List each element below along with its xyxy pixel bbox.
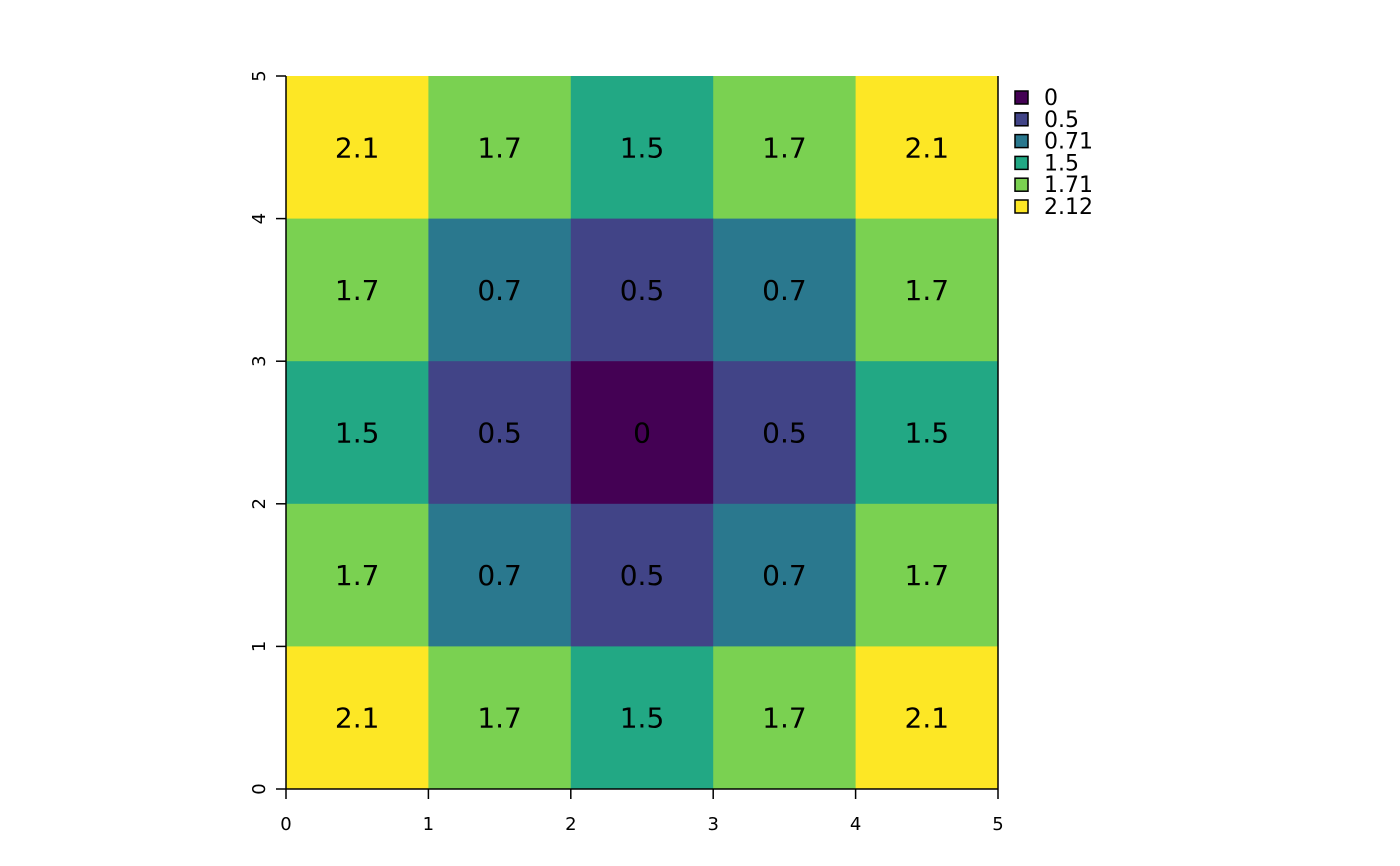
heatmap-cell: [428, 361, 572, 505]
x-tick-label: 2: [565, 814, 576, 835]
cell-value-label: 0: [633, 417, 651, 450]
cell-value-label: 1.7: [762, 131, 807, 164]
y-tick-label: 0: [249, 783, 270, 794]
legend-label: 0: [1044, 86, 1058, 111]
legend-label: 1.71: [1044, 173, 1093, 198]
heatmap-cell: [428, 503, 572, 647]
heatmap-cell: [428, 646, 572, 790]
cell-value-label: 0.5: [477, 417, 522, 450]
cell-value-label: 1.7: [905, 559, 950, 592]
legend-swatch: [1014, 199, 1029, 214]
cell-value-label: 1.5: [905, 417, 950, 450]
heatmap-cell-labels: 2.1 1.7 1.5 1.7 2.1 1.7 0.7 0.5 0.7 1.7 1.5 0.5 0 0.5…: [335, 131, 949, 734]
cell-value-label: 2.1: [905, 702, 950, 735]
heatmap-cell: [570, 361, 714, 505]
heatmap-cell: [713, 218, 857, 362]
heatmap-cell: [428, 76, 572, 220]
cell-value-label: 0.7: [477, 274, 522, 307]
cell-value-label: 1.7: [335, 559, 380, 592]
cell-value-label: 1.7: [762, 702, 807, 735]
cell-value-label: 1.5: [620, 131, 665, 164]
legend-label: 0.71: [1044, 130, 1093, 155]
heatmap-cell: [713, 646, 857, 790]
cell-value-label: 2.1: [905, 131, 950, 164]
heatmap-cell: [286, 218, 429, 362]
heatmap-cell: [713, 361, 857, 505]
cell-value-label: 0.7: [762, 559, 807, 592]
y-tick-label: 2: [249, 498, 270, 509]
cell-value-label: 2.1: [335, 131, 380, 164]
cell-value-label: 1.7: [477, 131, 522, 164]
heatmap-cell: [855, 646, 999, 790]
heatmap-cell: [570, 503, 714, 647]
heatmap-cell: [855, 503, 999, 647]
heatmap-cell: [286, 503, 429, 647]
legend-label: 0.5: [1044, 108, 1079, 133]
x-tick-label: 4: [850, 814, 861, 835]
heatmap-cell: [855, 218, 999, 362]
cell-value-label: 1.7: [477, 702, 522, 735]
legend-label: 1.5: [1044, 151, 1079, 176]
legend-swatch: [1014, 112, 1029, 127]
cell-value-label: 1.5: [335, 417, 380, 450]
heatmap-cell: [286, 361, 429, 505]
cell-value-label: 1.5: [620, 702, 665, 735]
y-tick-label: 5: [249, 70, 270, 81]
cell-value-label: 1.7: [905, 274, 950, 307]
y-tick-label: 3: [249, 355, 270, 366]
legend-swatch: [1014, 177, 1029, 192]
heatmap-cell: [713, 76, 857, 220]
cell-value-label: 0.7: [477, 559, 522, 592]
heatmap-cell: [286, 646, 429, 790]
x-tick-label: 1: [423, 814, 434, 835]
cell-value-label: 1.7: [335, 274, 380, 307]
x-tick-label: 0: [280, 814, 291, 835]
heatmap-cell: [713, 503, 857, 647]
cell-value-label: 2.1: [335, 702, 380, 735]
cell-value-label: 0.5: [620, 274, 665, 307]
heatmap-cell: [570, 646, 714, 790]
legend-label: 2.12: [1044, 195, 1093, 220]
axes: 0 1 2 3 4 5 0 1 2 3 4 5: [249, 70, 1004, 835]
y-tick-label: 4: [249, 213, 270, 224]
cell-value-label: 0.5: [762, 417, 807, 450]
cell-value-label: 0.7: [762, 274, 807, 307]
x-tick-label: 5: [992, 814, 1003, 835]
heatmap-cell: [570, 76, 714, 220]
heatmap-cell: [855, 76, 999, 220]
x-tick-label: 3: [707, 814, 718, 835]
cell-value-label: 0.5: [620, 559, 665, 592]
legend-swatch: [1014, 133, 1029, 149]
legend-swatch: [1014, 155, 1029, 171]
legend-swatch: [1014, 90, 1029, 105]
heatmap-cell: [286, 76, 429, 220]
heatmap-cell: [570, 218, 714, 362]
y-tick-label: 1: [249, 641, 270, 652]
heatmap-cells: [286, 76, 999, 790]
heatmap-cell: [428, 218, 572, 362]
legend: 00.50.711.51.712.12: [1014, 86, 1093, 220]
heatmap-cell: [855, 361, 999, 505]
